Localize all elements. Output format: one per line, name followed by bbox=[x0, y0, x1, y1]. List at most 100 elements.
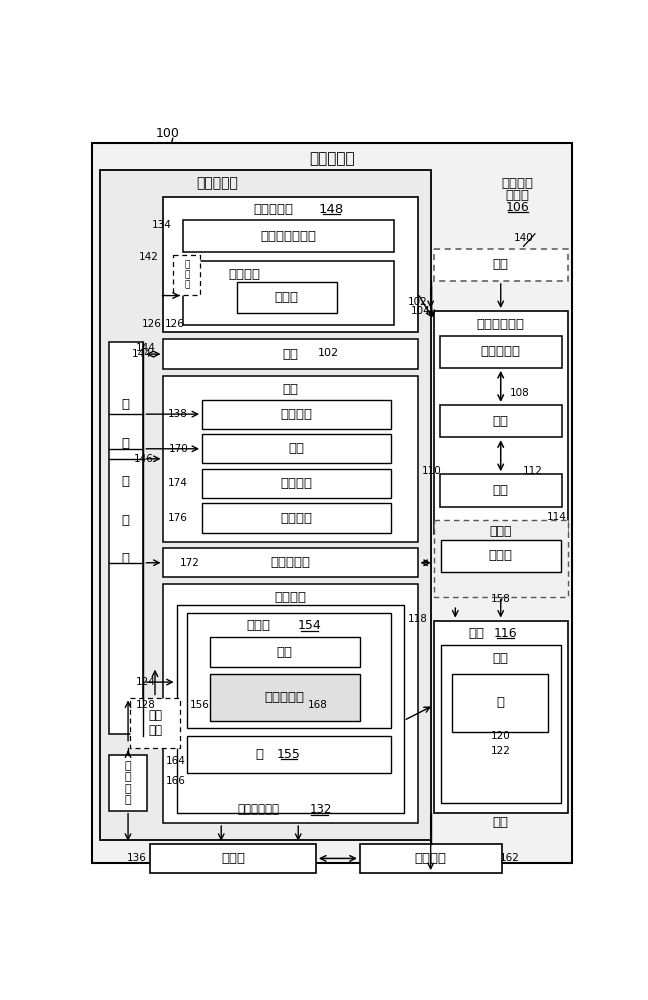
Bar bbox=[202, 469, 391, 498]
Text: 操作: 操作 bbox=[276, 646, 292, 659]
Text: 174: 174 bbox=[168, 478, 188, 488]
Text: 162: 162 bbox=[500, 853, 520, 863]
Text: 电线: 电线 bbox=[492, 415, 509, 428]
Bar bbox=[440, 474, 562, 507]
Bar bbox=[109, 342, 143, 734]
Text: 164: 164 bbox=[166, 756, 186, 766]
Bar bbox=[452, 674, 548, 732]
Text: 158: 158 bbox=[491, 594, 511, 604]
Bar bbox=[183, 220, 395, 252]
Text: 166: 166 bbox=[166, 776, 186, 786]
Text: 图形用户接口: 图形用户接口 bbox=[237, 803, 279, 816]
Text: 110: 110 bbox=[422, 466, 441, 476]
Text: 编程: 编程 bbox=[492, 258, 509, 271]
Text: 生理反应: 生理反应 bbox=[415, 852, 446, 865]
Text: 144: 144 bbox=[132, 349, 152, 359]
Text: 分: 分 bbox=[122, 475, 130, 488]
Text: 154: 154 bbox=[298, 619, 321, 632]
Text: 头部: 头部 bbox=[492, 652, 509, 666]
Text: 层: 层 bbox=[256, 748, 264, 761]
Bar bbox=[360, 844, 502, 873]
Bar bbox=[183, 261, 395, 325]
Bar bbox=[109, 755, 147, 811]
Text: 132: 132 bbox=[310, 803, 332, 816]
Text: 图形指示符: 图形指示符 bbox=[264, 691, 305, 704]
Bar bbox=[202, 400, 391, 429]
Bar bbox=[210, 637, 360, 667]
Text: 感
知
器: 感 知 器 bbox=[185, 260, 190, 290]
Text: 析: 析 bbox=[122, 514, 130, 527]
Text: 用户
输入: 用户 输入 bbox=[148, 709, 162, 737]
Text: 激系统: 激系统 bbox=[505, 189, 529, 202]
Text: 息: 息 bbox=[122, 437, 130, 450]
Text: 神经刺激器: 神经刺激器 bbox=[481, 345, 521, 358]
Text: 128: 128 bbox=[136, 700, 156, 710]
Text: 图谱: 图谱 bbox=[288, 442, 304, 455]
Text: 摄像机: 摄像机 bbox=[275, 291, 299, 304]
Text: 电极: 电极 bbox=[492, 484, 509, 497]
Text: 病人信息: 病人信息 bbox=[280, 512, 312, 525]
Text: 医疗设备系统: 医疗设备系统 bbox=[477, 318, 525, 331]
Text: 操作者: 操作者 bbox=[222, 852, 246, 865]
Bar bbox=[237, 282, 337, 312]
Text: 刺激信息: 刺激信息 bbox=[280, 408, 312, 421]
Bar bbox=[176, 605, 404, 813]
Text: 可视化环境: 可视化环境 bbox=[309, 151, 355, 166]
Bar bbox=[210, 674, 360, 721]
Text: 病人: 病人 bbox=[492, 816, 509, 829]
Text: 102: 102 bbox=[408, 297, 428, 307]
Bar bbox=[174, 255, 200, 295]
Bar bbox=[434, 311, 568, 534]
Text: 100: 100 bbox=[156, 127, 179, 140]
Text: 126: 126 bbox=[142, 319, 162, 329]
Text: 信息: 信息 bbox=[283, 383, 299, 396]
Text: 172: 172 bbox=[179, 558, 200, 568]
Text: 显示系统: 显示系统 bbox=[275, 591, 307, 604]
Text: 信: 信 bbox=[122, 398, 130, 411]
Bar bbox=[163, 548, 417, 577]
Text: 电信号: 电信号 bbox=[489, 525, 512, 538]
Text: 计算机系统: 计算机系统 bbox=[253, 203, 294, 216]
Text: 102: 102 bbox=[318, 348, 339, 358]
Text: 155: 155 bbox=[277, 748, 301, 761]
Text: 114: 114 bbox=[547, 512, 567, 522]
Text: 身体: 身体 bbox=[468, 627, 484, 640]
Bar bbox=[434, 620, 568, 813]
Text: 124: 124 bbox=[136, 677, 156, 687]
Bar bbox=[163, 339, 417, 369]
Bar bbox=[434, 249, 568, 281]
Text: 156: 156 bbox=[190, 700, 209, 710]
Bar bbox=[440, 405, 562, 437]
Text: 104: 104 bbox=[411, 306, 431, 316]
Text: 可视化系统: 可视化系统 bbox=[196, 176, 238, 190]
Text: 112: 112 bbox=[523, 466, 543, 476]
Text: 传感器系统: 传感器系统 bbox=[270, 556, 310, 569]
Text: 录
入
操
控: 录 入 操 控 bbox=[124, 761, 132, 805]
Text: 126: 126 bbox=[165, 319, 185, 329]
Text: 122: 122 bbox=[491, 746, 511, 756]
Bar bbox=[187, 736, 391, 773]
Text: 142: 142 bbox=[139, 252, 159, 262]
Text: 108: 108 bbox=[510, 388, 529, 398]
Text: 136: 136 bbox=[126, 853, 146, 863]
Text: 器: 器 bbox=[122, 552, 130, 565]
Text: 138: 138 bbox=[168, 409, 188, 419]
Text: 可视化: 可视化 bbox=[246, 619, 270, 632]
Text: 生理参数: 生理参数 bbox=[280, 477, 312, 490]
Text: 116: 116 bbox=[494, 627, 517, 640]
Bar bbox=[441, 540, 561, 572]
Bar bbox=[163, 197, 417, 332]
Text: 脑: 脑 bbox=[497, 696, 505, 709]
Text: 144: 144 bbox=[136, 343, 156, 353]
Text: 106: 106 bbox=[506, 201, 529, 214]
Text: 176: 176 bbox=[168, 513, 188, 523]
Bar bbox=[100, 170, 431, 840]
Text: 头戴式显示系统: 头戴式显示系统 bbox=[260, 230, 316, 243]
Text: 134: 134 bbox=[152, 220, 172, 230]
Text: 168: 168 bbox=[308, 700, 327, 710]
Bar bbox=[163, 584, 417, 823]
Bar bbox=[202, 503, 391, 533]
Bar bbox=[202, 434, 391, 463]
Text: 位置: 位置 bbox=[283, 348, 299, 361]
Bar bbox=[440, 336, 562, 368]
